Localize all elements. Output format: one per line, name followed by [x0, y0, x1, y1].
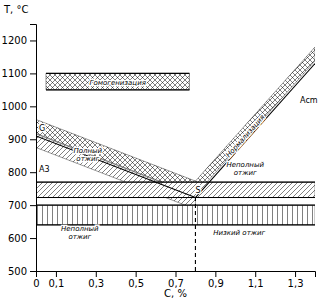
tick-label: 1200 [2, 35, 27, 46]
tick: 0,3 [88, 271, 104, 289]
tick: 700 [8, 200, 36, 211]
x-axis-title: С, % [164, 288, 187, 299]
region-label: Неполныйотжиг [61, 225, 99, 241]
region [195, 47, 315, 195]
boundary-line [36, 205, 315, 206]
region [36, 205, 315, 225]
tick-mark [30, 238, 36, 239]
tick-mark [30, 73, 36, 74]
tick-mark [56, 271, 57, 277]
tick-mark [30, 271, 36, 272]
tick-label: 0,5 [128, 278, 144, 289]
axis-line [30, 25, 37, 272]
tick-label: 600 [8, 233, 27, 244]
plot-area [36, 47, 315, 271]
tick-label: 1,3 [288, 278, 304, 289]
tick-mark [295, 271, 296, 277]
tick: 1,1 [248, 271, 264, 289]
tick-mark [30, 40, 36, 41]
region-label: Полныйотжиг [73, 147, 102, 163]
tick: 1100 [2, 68, 36, 79]
tick-mark [30, 172, 36, 173]
tick-label: 900 [8, 134, 27, 145]
boundary-line [36, 182, 315, 183]
boundary-line [195, 64, 315, 198]
tick-mark [30, 205, 36, 206]
tick-mark [30, 106, 36, 107]
boundary-line [195, 198, 196, 271]
tick-label: 500 [8, 266, 27, 277]
tick-mark [96, 271, 97, 277]
tick-label: 800 [8, 167, 27, 178]
point-label: S [195, 186, 200, 195]
tick-label: 1,1 [248, 278, 264, 289]
tick: 1200 [2, 35, 36, 46]
boundary-line [36, 197, 315, 198]
region-label: Низкий отжиг [213, 229, 265, 237]
region-label: Нормализация [225, 113, 267, 159]
tick-mark [215, 271, 216, 277]
tick-label: 1100 [2, 68, 27, 79]
tick-label: 700 [8, 200, 27, 211]
boundary-line [36, 136, 195, 198]
tick: 0,9 [208, 271, 224, 289]
point-label: G [39, 124, 45, 133]
tick-label: 0 [33, 278, 39, 289]
tick-label: 0,1 [48, 278, 64, 289]
tick-mark [136, 271, 137, 277]
point-label: Acm [300, 96, 318, 105]
tick-mark [176, 271, 177, 277]
chart-container: 0 0,1 0,3 0,5 0,7 0,9 1,1 1,3 500 600 700 800 900 100… [0, 0, 327, 301]
x-axis: 0 0,1 0,3 0,5 0,7 0,9 1,1 1,3 [33, 271, 315, 289]
tick-label: 0,3 [88, 278, 104, 289]
tick: 1,3 [288, 271, 304, 289]
axis-line [37, 272, 316, 278]
tick: 600 [8, 233, 36, 244]
tick: 0,1 [48, 271, 64, 289]
boundary-line [46, 89, 189, 90]
annotations: Гомогенизация Полныйотжиг Нормализация Непо… [39, 79, 318, 241]
tick-label: 1000 [2, 101, 27, 112]
chart: 0 0,1 0,3 0,5 0,7 0,9 1,1 1,3 500 600 700 800 900 100… [0, 0, 327, 301]
boundary-line [46, 73, 189, 74]
region [46, 73, 189, 89]
y-axis-title: T, °C [3, 4, 28, 15]
tick: 500 [8, 266, 36, 277]
tick: 900 [8, 134, 36, 145]
tick-mark [255, 271, 256, 277]
tick: 1000 [2, 101, 36, 112]
tick-mark [30, 139, 36, 140]
point-label: A3 [39, 165, 50, 174]
tick: 0,7 [168, 271, 184, 289]
region-label: Гомогенизация [90, 79, 146, 87]
tick-label: 0,9 [208, 278, 224, 289]
y-axis: 500 600 700 800 900 1000 1100 1200 [2, 25, 37, 277]
tick: 0,5 [128, 271, 144, 289]
region-label: Неполныйотжиг [226, 161, 264, 177]
tick: 0 [33, 271, 39, 289]
tick: 800 [8, 167, 36, 178]
